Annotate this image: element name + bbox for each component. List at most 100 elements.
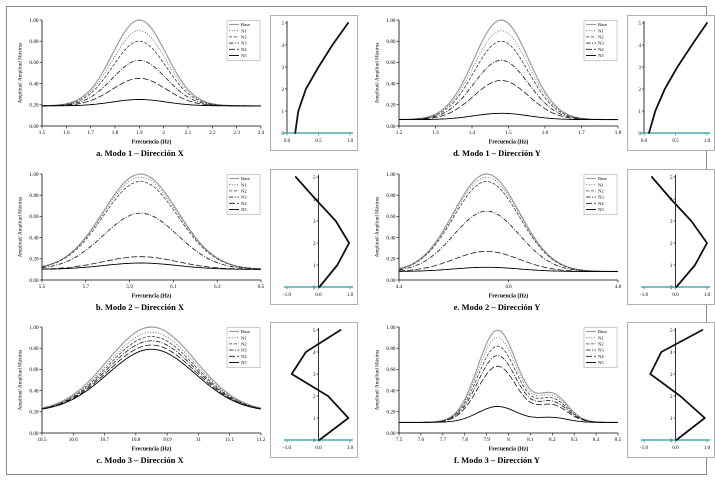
tick-label: 4.8 xyxy=(615,284,622,290)
tick-label: 8.1 xyxy=(527,437,534,443)
response-chart-column: 0.00 0.20 0.40 0.60 0.80 1.00 7.5 7.6 7.7 7.8 7.9 8… xyxy=(372,322,622,465)
mode-shape-chart-d: 0 1 2 3 4 5 0.0 0.5 1.0 xyxy=(639,21,711,144)
tick-label: 2 xyxy=(282,88,285,93)
panel-e: 0.00 0.20 0.40 0.60 0.80 1.00 4.4 4.6 4.8 Amplitu… xyxy=(372,168,715,317)
tick-label: 1.00 xyxy=(386,171,395,177)
legend-label-N4: N4 xyxy=(241,354,247,359)
series-N4-line xyxy=(42,255,261,270)
tick-label: 8.2 xyxy=(549,437,556,443)
tick-label: 1.0 xyxy=(347,139,354,144)
mode-shape-line xyxy=(649,329,706,442)
mode-shape-box: 0 1 2 3 4 5 0.0 0.5 1.0 xyxy=(627,15,715,151)
tick-label: 3 xyxy=(670,373,673,378)
response-chart-d: 0.00 0.20 0.40 0.60 0.80 1.00 1.2 1.3 1.4 1.5 1.6 1… xyxy=(375,18,622,146)
legend-label-Base: Base xyxy=(598,176,607,181)
response-chart-column: 0.00 0.20 0.40 0.60 0.80 1.00 4.4 4.6 4.8 Amplitu… xyxy=(372,169,622,312)
legend-label-N3: N3 xyxy=(241,348,247,353)
tick-label: 10.9 xyxy=(163,437,172,443)
tick-label: 1.7 xyxy=(578,130,585,136)
legend-label-Base: Base xyxy=(598,329,607,334)
tick-label: 0.60 xyxy=(29,368,38,374)
mode-shape-chart-f: 0 1 2 3 4 5 -1.0 0.0 1.0 xyxy=(640,328,711,451)
tick-label: -1.0 xyxy=(640,446,648,451)
tick-label: 1.2 xyxy=(396,130,403,136)
tick-label: 0.00 xyxy=(29,277,38,283)
tick-label: 7.5 xyxy=(396,437,403,443)
tick-label: 4 xyxy=(313,351,316,356)
tick-label: 5.5 xyxy=(39,284,46,290)
tick-label: 3 xyxy=(670,219,673,224)
legend-label-N4: N4 xyxy=(241,47,247,52)
y-axis-label: Amplitud/ Amplitud Máxima xyxy=(375,196,381,258)
y-axis-label: Amplitud/ Amplitud Máxima xyxy=(375,42,381,104)
mode-shape-box: 0 1 2 3 4 5 -1.0 0.0 1.0 xyxy=(627,322,715,459)
panel-caption: d. Modo 1 – Dirección Y xyxy=(453,148,541,158)
legend-label-N1: N1 xyxy=(241,336,247,341)
series-N3-line xyxy=(399,59,618,121)
tick-label: 1.7 xyxy=(87,130,94,136)
tick-label: 11.2 xyxy=(257,437,265,443)
mode-shape-chart-a: 0 1 2 3 4 5 0.0 0.5 1.0 xyxy=(282,21,354,144)
tick-label: 0.0 xyxy=(284,139,291,144)
legend-label-N2: N2 xyxy=(598,35,604,40)
series-N4-line xyxy=(399,79,618,120)
series-N5-line xyxy=(41,349,262,410)
tick-label: 2 xyxy=(313,395,316,400)
legend-label-N2: N2 xyxy=(241,35,247,40)
tick-label: 0 xyxy=(313,439,316,444)
panel-b: 0.00 0.20 0.40 0.60 0.80 1.00 5.5 5.7 5.9 6.1 6.3 6… xyxy=(15,168,358,317)
tick-label: 0.80 xyxy=(386,193,395,199)
legend-label-N2: N2 xyxy=(598,342,604,347)
tick-label: 0.80 xyxy=(386,39,395,45)
tick-label: 6.5 xyxy=(258,284,265,290)
tick-label: 0.40 xyxy=(386,81,395,87)
tick-label: 0.60 xyxy=(29,214,38,220)
tick-label: 1 xyxy=(670,263,673,268)
tick-label: 0.80 xyxy=(29,193,38,199)
tick-label: 0.80 xyxy=(386,346,395,352)
tick-label: 11 xyxy=(196,437,201,443)
tick-label: 10.5 xyxy=(37,437,46,443)
legend-label-N5: N5 xyxy=(241,53,247,58)
response-chart-c: 0.00 0.20 0.40 0.60 0.80 1.00 10.5 10.6 10.7 10.8… xyxy=(18,325,266,453)
series-N3-line xyxy=(398,210,618,272)
tick-label: 1.00 xyxy=(29,325,38,331)
tick-label: 1 xyxy=(313,417,316,422)
x-axis-label: Frecuencia (Hz) xyxy=(132,292,172,299)
tick-label: 4.4 xyxy=(396,284,403,290)
mode-shape-chart-b: 0 1 2 3 4 5 -1.0 0.0 1.0 xyxy=(283,174,354,298)
tick-label: 6.1 xyxy=(170,284,177,290)
series-N5-line xyxy=(399,406,618,424)
tick-label: 0.20 xyxy=(386,410,395,416)
tick-label: 5 xyxy=(313,175,316,180)
series-N4-line xyxy=(398,250,618,272)
tick-label: 0 xyxy=(670,439,673,444)
tick-label: 0.00 xyxy=(386,277,395,283)
tick-label: 2 xyxy=(639,88,642,93)
tick-label: 3 xyxy=(639,66,642,71)
tick-label: 10.6 xyxy=(69,437,78,443)
tick-label: 10.8 xyxy=(131,437,140,443)
x-axis-label: Frecuencia (Hz) xyxy=(132,446,172,453)
tick-label: 0.5 xyxy=(315,139,322,144)
tick-label: -1.0 xyxy=(640,293,648,298)
series-N5-line xyxy=(399,112,618,121)
mode-shape-line xyxy=(294,175,350,288)
tick-label: 0.20 xyxy=(29,410,38,416)
tick-label: 7.7 xyxy=(440,437,447,443)
legend-label-N2: N2 xyxy=(241,188,247,193)
tick-label: 3 xyxy=(313,219,316,224)
tick-label: 2.3 xyxy=(233,130,240,136)
tick-label: 2.2 xyxy=(209,130,216,136)
tick-label: 5.7 xyxy=(83,284,90,290)
legend-label-N4: N4 xyxy=(598,47,604,52)
series-N5-line xyxy=(399,266,618,272)
tick-label: 1.0 xyxy=(704,293,711,298)
legend-label-N4: N4 xyxy=(598,201,604,206)
legend-label-N1: N1 xyxy=(241,182,247,187)
legend-box xyxy=(583,173,618,215)
panel-caption: e. Modo 2 – Dirección Y xyxy=(453,301,541,312)
response-chart-column: 0.00 0.20 0.40 0.60 0.80 1.00 1.2 1.3 1.4 1.5 1.6 1… xyxy=(372,15,622,158)
tick-label: 1.00 xyxy=(29,18,38,24)
tick-label: 0.20 xyxy=(386,256,395,262)
